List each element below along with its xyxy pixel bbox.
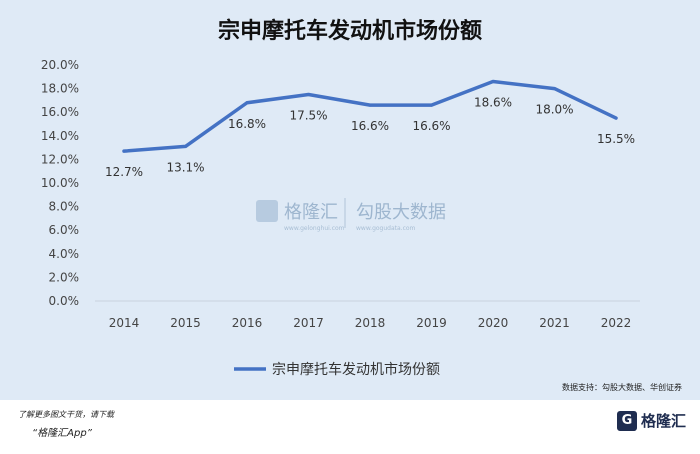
data-point — [122, 149, 126, 153]
data-label: 18.6% — [474, 96, 512, 110]
watermark-brand: 格隆汇 — [284, 202, 338, 223]
source-note: 数据支持：勾股大数据、华创证券 — [562, 382, 682, 392]
data-label: 13.1% — [166, 160, 204, 174]
chart-svg: 宗申摩托车发动机市场份额 格隆汇 www.gelonghui.com 勾股大数据… — [41, 18, 682, 392]
watermark: 格隆汇 www.gelonghui.com 勾股大数据 www.gogudata… — [256, 198, 446, 232]
data-point — [491, 80, 495, 84]
x-axis: 2014 2015 2016 2017 2018 2019 2020 2021 2022 — [109, 316, 632, 330]
data-point — [245, 101, 249, 105]
legend-label: 宗申摩托车发动机市场份额 — [272, 361, 440, 378]
footer: 了解更多图文干货，请下载 “格隆汇App” G 格隆汇 — [0, 400, 700, 454]
y-tick-label: 12.0% — [41, 152, 79, 166]
data-label: 15.5% — [597, 132, 635, 146]
y-tick-label: 16.0% — [41, 105, 79, 119]
data-point — [368, 103, 372, 107]
data-point — [553, 87, 556, 91]
data-label: 16.6% — [412, 119, 450, 133]
x-tick-label: 2014 — [109, 316, 140, 330]
chart-panel: 宗申摩托车发动机市场份额 格隆汇 www.gelonghui.com 勾股大数据… — [0, 0, 700, 400]
watermark-partner-sub: www.gogudata.com — [356, 225, 416, 232]
y-tick-label: 10.0% — [41, 176, 79, 190]
y-tick-label: 4.0% — [49, 247, 80, 261]
x-tick-label: 2022 — [601, 316, 632, 330]
y-tick-label: 6.0% — [49, 223, 80, 237]
y-tick-label: 0.0% — [49, 294, 80, 308]
watermark-brand-sub: www.gelonghui.com — [284, 225, 345, 232]
y-tick-label: 14.0% — [41, 129, 79, 143]
data-label: 12.7% — [105, 165, 143, 179]
footer-app-name: “格隆汇App” — [32, 428, 92, 439]
data-labels: 12.7% 13.1% 16.8% 17.5% 16.6% 16.6% 18.6% 18.0%… — [105, 96, 635, 180]
y-tick-label: 8.0% — [49, 200, 80, 214]
data-point — [430, 103, 433, 107]
chart-title: 宗申摩托车发动机市场份额 — [218, 18, 482, 44]
y-tick-label: 18.0% — [41, 82, 79, 96]
data-label: 17.5% — [289, 109, 327, 123]
y-tick-label: 2.0% — [49, 270, 80, 284]
x-tick-label: 2021 — [539, 316, 570, 330]
data-point — [614, 116, 618, 120]
footer-logo-icon: G — [616, 410, 637, 431]
x-tick-label: 2018 — [355, 316, 386, 330]
x-tick-label: 2015 — [170, 316, 201, 330]
data-point — [307, 93, 310, 96]
series-group — [122, 79, 618, 153]
data-label: 16.8% — [228, 117, 266, 131]
data-label: 16.6% — [351, 119, 389, 133]
data-point — [184, 144, 187, 148]
x-tick-label: 2017 — [293, 316, 324, 330]
x-tick-label: 2019 — [416, 316, 447, 330]
watermark-partner: 勾股大数据 — [356, 202, 446, 223]
x-tick-label: 2020 — [478, 316, 509, 330]
footer-download-text: 了解更多图文干货，请下载 — [18, 410, 114, 419]
y-axis: 0.0% 2.0% 4.0% 6.0% 8.0% 10.0% 12.0% 14.0% 16.0%… — [41, 58, 79, 308]
x-tick-label: 2016 — [232, 316, 263, 330]
y-tick-label: 20.0% — [41, 58, 79, 72]
footer-logo-text: 格隆汇 — [640, 412, 686, 430]
footer-logo: G 格隆汇 — [616, 410, 686, 431]
legend: 宗申摩托车发动机市场份额 — [234, 361, 440, 378]
watermark-logo-icon — [256, 200, 278, 222]
data-label: 18.0% — [535, 103, 573, 117]
